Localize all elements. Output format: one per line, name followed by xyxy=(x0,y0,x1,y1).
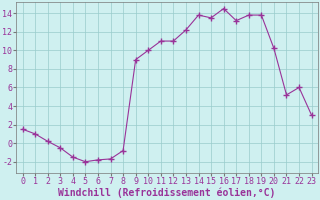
X-axis label: Windchill (Refroidissement éolien,°C): Windchill (Refroidissement éolien,°C) xyxy=(58,187,276,198)
